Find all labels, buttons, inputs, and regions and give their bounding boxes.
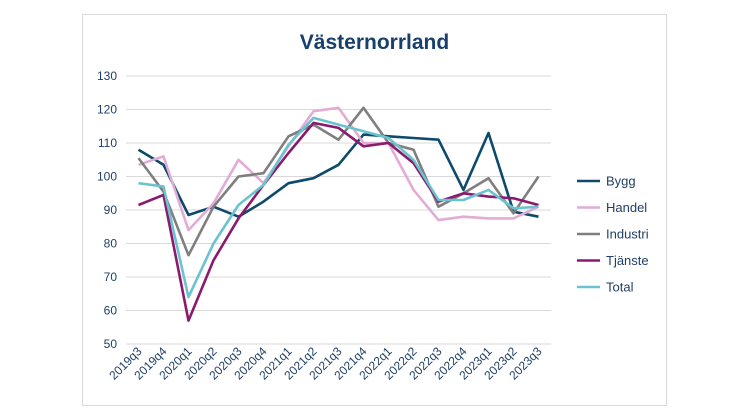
- series-line-handel: [138, 106, 540, 232]
- y-tick-label: 90: [104, 203, 118, 217]
- y-tick-label: 60: [104, 304, 118, 318]
- gridlines: [126, 75, 551, 345]
- x-axis-ticks: 2019q32019q42020q12020q22020q32020q42021…: [106, 344, 544, 382]
- legend-label: Total: [606, 280, 634, 295]
- series-line-total: [138, 116, 539, 299]
- y-tick-label: 100: [97, 170, 117, 184]
- y-tick-label: 50: [104, 337, 118, 351]
- chart-title: Västernorrland: [299, 31, 450, 54]
- legend: Bygg Handel Industri Tjänste Total: [577, 174, 649, 295]
- y-tick-label: 80: [104, 237, 118, 251]
- y-tick-label: 130: [97, 69, 117, 83]
- y-tick-label: 120: [97, 103, 117, 117]
- series-lines: [137, 106, 540, 322]
- y-axis-ticks: 50 60 70 80 90 100 110 120 130: [97, 69, 117, 351]
- legend-label: Handel: [606, 200, 647, 215]
- series-line-industri: [137, 106, 540, 257]
- series-line-tjänste: [138, 121, 539, 322]
- legend-label: Bygg: [606, 174, 636, 189]
- line-chart: 50 60 70 80 90 100 110 120 130 2019q32019q42020q…: [97, 69, 649, 382]
- legend-label: Tjänste: [606, 253, 649, 268]
- series-line-bygg: [137, 131, 539, 218]
- y-tick-label: 110: [98, 136, 117, 150]
- chart-frame: Västernorrland 50 60 70 80 90 100 110 120 130 20…: [82, 14, 667, 406]
- legend-label: Industri: [606, 227, 649, 242]
- y-tick-label: 70: [104, 270, 118, 284]
